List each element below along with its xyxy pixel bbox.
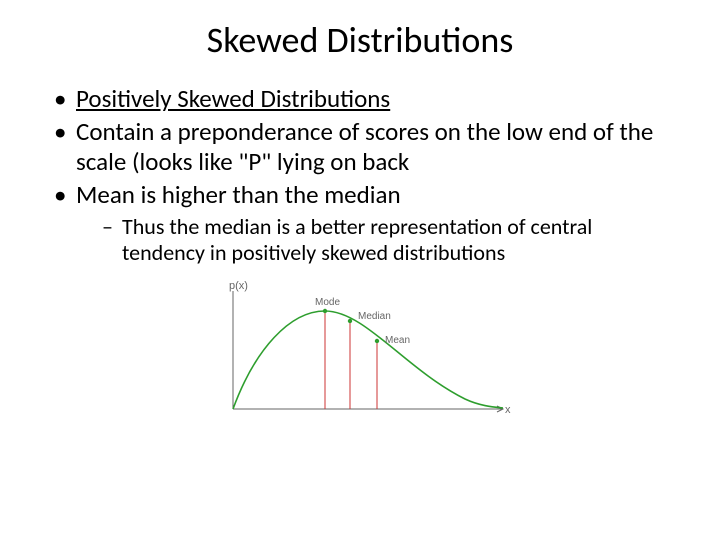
bullet-list: Positively Skewed Distributions Contain … [40, 84, 680, 267]
bullet-item: Positively Skewed Distributions [54, 84, 680, 115]
distribution-chart: p(x) x Mode Median Mean [205, 279, 515, 429]
sub-bullet-text: Thus the median is a better representati… [122, 213, 592, 266]
bullet-text: Mean is higher than the median [76, 179, 401, 210]
bullet-text: Positively Skewed Distributions [76, 83, 390, 114]
x-axis-label: x [505, 404, 511, 416]
marker-dot-icon [375, 339, 379, 343]
slide: Skewed Distributions Positively Skewed D… [0, 0, 720, 540]
sub-bullet-item: Thus the median is a better representati… [102, 214, 680, 267]
sub-bullet-list: Thus the median is a better representati… [76, 214, 680, 267]
marker-dot-icon [348, 319, 352, 323]
y-axis-label: p(x) [229, 280, 248, 292]
chart-container: p(x) x Mode Median Mean [40, 279, 680, 434]
marker-label: Mean [385, 335, 410, 346]
marker-label: Median [358, 311, 391, 322]
marker-label: Mode [315, 297, 340, 308]
bullet-text: Contain a preponderance of scores on the… [76, 116, 653, 178]
bullet-item: Mean is higher than the median Thus the … [54, 180, 680, 267]
slide-title: Skewed Distributions [40, 18, 680, 62]
bullet-item: Contain a preponderance of scores on the… [54, 117, 680, 178]
distribution-curve [233, 311, 503, 409]
marker-dot-icon [323, 309, 327, 313]
